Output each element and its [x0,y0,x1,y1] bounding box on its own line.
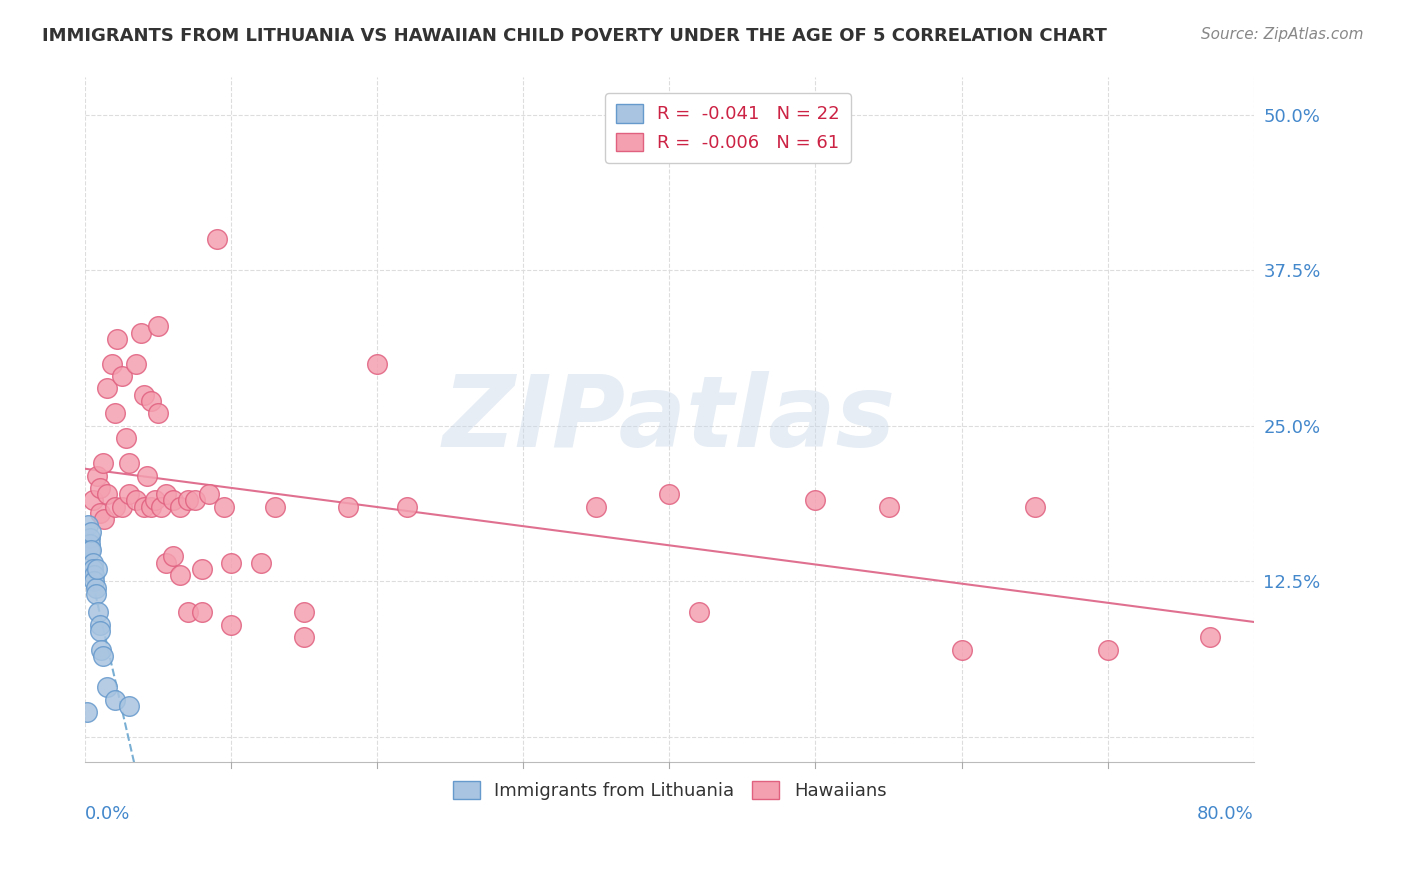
Text: IMMIGRANTS FROM LITHUANIA VS HAWAIIAN CHILD POVERTY UNDER THE AGE OF 5 CORRELATI: IMMIGRANTS FROM LITHUANIA VS HAWAIIAN CH… [42,27,1107,45]
Point [221,618,243,632]
Point [79,531,101,545]
Point [76,705,98,719]
Point [79,537,101,551]
Point [80,543,103,558]
Point [148,319,170,334]
Point [1198,631,1220,645]
Point [118,698,141,713]
Point [198,487,221,501]
Point [125,357,148,371]
Point [93,512,115,526]
Point [86,562,108,576]
Point [83,568,105,582]
Text: ZIPatlas: ZIPatlas [443,371,896,468]
Point [1097,642,1119,657]
Point [103,692,125,706]
Point [129,326,152,340]
Point [169,568,191,582]
Legend: Immigrants from Lithuania, Hawaiians: Immigrants from Lithuania, Hawaiians [446,773,894,807]
Point [80,524,103,539]
Point [125,493,148,508]
Point [292,606,315,620]
Point [337,500,360,514]
Point [86,468,108,483]
Text: 80.0%: 80.0% [1197,805,1254,823]
Point [118,487,141,501]
Point [191,562,214,576]
Point [366,357,388,371]
Point [395,500,418,514]
Point [169,500,191,514]
Point [89,481,111,495]
Point [107,332,129,346]
Text: 0.0%: 0.0% [86,805,131,823]
Point [79,543,101,558]
Point [145,493,167,508]
Point [221,556,243,570]
Point [148,406,170,420]
Point [103,500,125,514]
Point [950,642,973,657]
Point [804,493,827,508]
Point [91,456,114,470]
Point [184,493,207,508]
Point [1024,500,1046,514]
Point [96,487,118,501]
Point [176,493,198,508]
Point [135,468,157,483]
Point [150,500,173,514]
Point [132,388,155,402]
Point [87,606,110,620]
Point [176,606,198,620]
Point [162,493,184,508]
Point [91,648,114,663]
Point [77,518,100,533]
Point [96,680,118,694]
Point [155,487,177,501]
Point [585,500,607,514]
Point [212,500,235,514]
Point [84,581,107,595]
Point [82,556,104,570]
Point [103,406,125,420]
Point [89,506,111,520]
Point [111,369,134,384]
Point [84,587,107,601]
Point [658,487,681,501]
Point [82,493,104,508]
Point [118,456,141,470]
Point [155,556,177,570]
Point [139,393,162,408]
Point [115,431,138,445]
Point [111,500,134,514]
Point [90,642,112,657]
Point [89,624,111,639]
Point [96,382,118,396]
Point [83,574,105,589]
Point [139,500,162,514]
Point [877,500,900,514]
Point [82,562,104,576]
Point [132,500,155,514]
Text: Source: ZipAtlas.com: Source: ZipAtlas.com [1201,27,1364,42]
Point [89,618,111,632]
Point [162,549,184,564]
Point [205,232,228,246]
Point [292,631,315,645]
Point [688,606,710,620]
Point [249,556,271,570]
Point [264,500,287,514]
Point [100,357,122,371]
Point [191,606,214,620]
